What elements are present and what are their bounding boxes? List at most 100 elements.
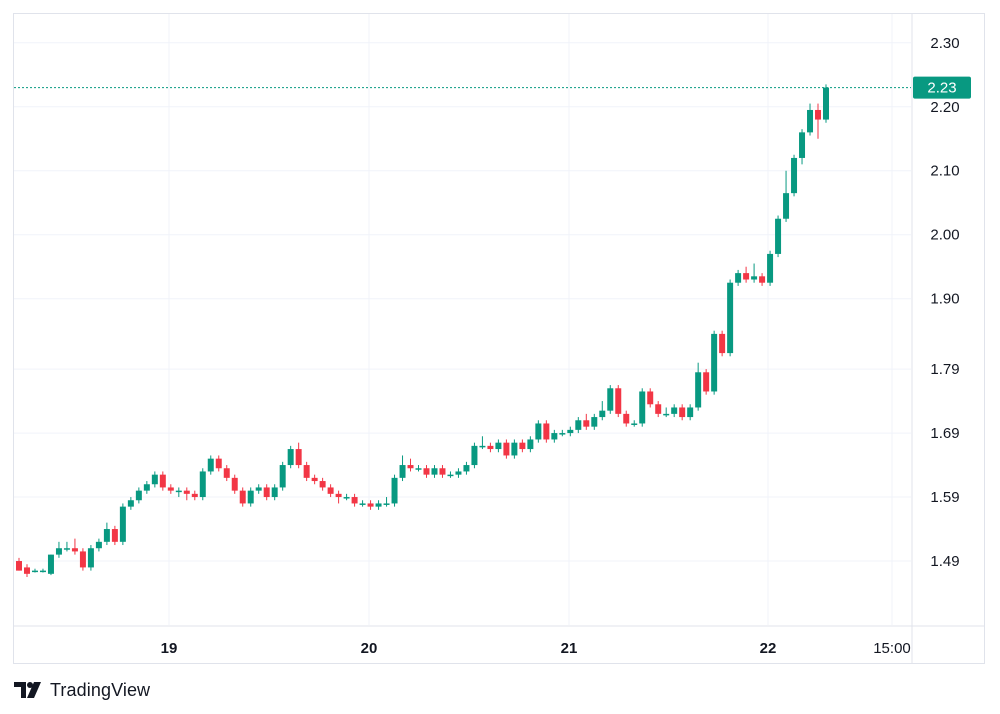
candle-up[interactable]: [495, 439, 502, 453]
candle-up[interactable]: [199, 468, 206, 501]
candle-down[interactable]: [615, 385, 622, 418]
candle-up[interactable]: [711, 330, 718, 395]
candle-down[interactable]: [719, 330, 726, 357]
candle-up[interactable]: [279, 461, 286, 491]
candle-down[interactable]: [71, 538, 78, 555]
candle-down[interactable]: [487, 442, 494, 453]
candle-down[interactable]: [655, 401, 662, 418]
candle-down[interactable]: [367, 500, 374, 510]
candle-up[interactable]: [103, 522, 110, 546]
candle-up[interactable]: [775, 215, 782, 258]
candle-down[interactable]: [223, 465, 230, 482]
candle-up[interactable]: [527, 436, 534, 453]
candle-up[interactable]: [343, 493, 350, 501]
candle-up[interactable]: [119, 503, 126, 546]
candle-up[interactable]: [39, 568, 46, 573]
candle-down[interactable]: [263, 484, 270, 501]
candle-down[interactable]: [439, 465, 446, 478]
candle-down[interactable]: [743, 266, 750, 283]
candle-up[interactable]: [799, 129, 806, 165]
candle-up[interactable]: [687, 404, 694, 421]
candle-up[interactable]: [471, 442, 478, 469]
candle-up[interactable]: [447, 471, 454, 478]
candle-up[interactable]: [47, 554, 54, 576]
candle-up[interactable]: [55, 541, 62, 558]
candle-up[interactable]: [375, 500, 382, 510]
candle-down[interactable]: [79, 548, 86, 571]
candle-up[interactable]: [63, 541, 70, 552]
candle-up[interactable]: [631, 420, 638, 427]
candle-up[interactable]: [559, 429, 566, 437]
candle-down[interactable]: [191, 490, 198, 501]
candle-down[interactable]: [423, 465, 430, 478]
candle-up[interactable]: [207, 455, 214, 475]
candle-up[interactable]: [671, 404, 678, 418]
candle-up[interactable]: [87, 545, 94, 571]
candle-up[interactable]: [383, 497, 390, 507]
candle-up[interactable]: [567, 426, 574, 437]
candle-up[interactable]: [663, 407, 670, 418]
candle-up[interactable]: [359, 500, 366, 507]
candle-up[interactable]: [535, 420, 542, 443]
candle-down[interactable]: [407, 458, 414, 472]
candle-up[interactable]: [255, 484, 262, 494]
candle-up[interactable]: [391, 474, 398, 507]
candle-up[interactable]: [751, 263, 758, 283]
candle-up[interactable]: [783, 170, 790, 222]
tradingview-branding[interactable]: TradingView: [14, 678, 150, 702]
candle-up[interactable]: [415, 465, 422, 472]
candle-up[interactable]: [767, 250, 774, 286]
candle-down[interactable]: [303, 461, 310, 482]
candle-down[interactable]: [623, 410, 630, 427]
candle-down[interactable]: [231, 474, 238, 494]
candle-up[interactable]: [791, 154, 798, 197]
candle-down[interactable]: [183, 487, 190, 501]
candle-up[interactable]: [455, 468, 462, 478]
candle-up[interactable]: [735, 269, 742, 286]
candle-up[interactable]: [511, 439, 518, 459]
candle-up[interactable]: [175, 487, 182, 498]
candle-up[interactable]: [591, 413, 598, 430]
candle-down[interactable]: [679, 404, 686, 421]
candle-down[interactable]: [759, 273, 766, 286]
candle-down[interactable]: [519, 439, 526, 453]
candle-down[interactable]: [319, 477, 326, 491]
candle-up[interactable]: [823, 84, 829, 123]
candle-up[interactable]: [271, 484, 278, 501]
candle-down[interactable]: [503, 439, 510, 459]
candle-up[interactable]: [31, 568, 38, 573]
candle-down[interactable]: [703, 369, 710, 395]
candle-up[interactable]: [95, 538, 102, 552]
candle-down[interactable]: [335, 490, 342, 504]
candle-up[interactable]: [551, 429, 558, 443]
candle-down[interactable]: [239, 487, 246, 507]
candle-down[interactable]: [23, 564, 30, 578]
candle-up[interactable]: [143, 481, 150, 494]
candle-down[interactable]: [327, 484, 334, 498]
candle-up[interactable]: [287, 445, 294, 469]
candle-down[interactable]: [167, 484, 174, 494]
candle-down[interactable]: [815, 103, 822, 139]
candle-up[interactable]: [247, 487, 254, 507]
candle-up[interactable]: [607, 385, 614, 414]
candle-up[interactable]: [151, 471, 158, 488]
candle-down[interactable]: [583, 413, 590, 430]
candle-down[interactable]: [16, 557, 22, 571]
candle-up[interactable]: [727, 279, 734, 357]
candle-down[interactable]: [311, 474, 318, 485]
candle-up[interactable]: [639, 388, 646, 427]
candle-up[interactable]: [807, 103, 814, 136]
candle-down[interactable]: [351, 493, 358, 507]
candle-down[interactable]: [647, 388, 654, 408]
candle-up[interactable]: [431, 465, 438, 478]
candle-up[interactable]: [695, 362, 702, 411]
candle-up[interactable]: [127, 497, 134, 510]
candle-up[interactable]: [575, 417, 582, 434]
candle-up[interactable]: [463, 461, 470, 475]
candle-down[interactable]: [295, 442, 302, 469]
candle-down[interactable]: [159, 471, 166, 491]
candle-up[interactable]: [135, 487, 142, 504]
candle-up[interactable]: [399, 455, 406, 482]
candle-down[interactable]: [111, 525, 118, 546]
